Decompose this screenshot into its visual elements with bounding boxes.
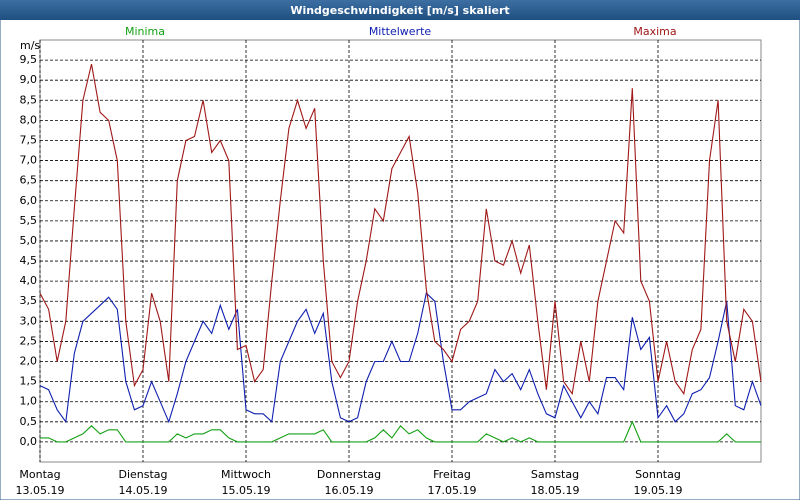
legend-entry: Minima xyxy=(125,25,165,38)
x-tick-date: 19.05.19 xyxy=(634,484,683,497)
y-tick-label: 6,0 xyxy=(20,194,38,207)
y-tick-label: 0,5 xyxy=(20,415,38,428)
y-tick-label: 4,0 xyxy=(20,274,38,287)
x-tick-label: Montag xyxy=(19,468,60,481)
x-tick-label: Donnerstag xyxy=(317,468,381,481)
x-tick-label: Samstag xyxy=(531,468,579,481)
y-tick-label: 5,5 xyxy=(20,214,38,227)
y-tick-label: 7,5 xyxy=(20,133,38,146)
x-tick-date: 16.05.19 xyxy=(325,484,374,497)
x-tick-date: 14.05.19 xyxy=(119,484,168,497)
x-tick-label: Dienstag xyxy=(118,468,167,481)
title-bar xyxy=(0,0,800,20)
plot-area xyxy=(39,39,762,463)
y-tick-label: 5,0 xyxy=(20,234,38,247)
data-line xyxy=(39,292,762,424)
y-tick-label: 3,5 xyxy=(20,294,38,307)
x-tick-date: 17.05.19 xyxy=(428,484,477,497)
y-axis-label: m/s xyxy=(20,39,40,52)
data-line xyxy=(39,63,762,396)
y-tick-label: 9,5 xyxy=(20,53,38,66)
x-tick-date: 13.05.19 xyxy=(16,484,65,497)
legend-entry: Mittelwerte xyxy=(369,25,432,38)
y-tick-label: 4,5 xyxy=(20,254,38,267)
y-tick-label: 2,0 xyxy=(20,355,38,368)
y-tick-label: 8,5 xyxy=(20,93,38,106)
y-tick-label: 3,0 xyxy=(20,314,38,327)
y-tick-label: 1,5 xyxy=(20,375,38,388)
y-tick-label: 6,5 xyxy=(20,174,38,187)
y-tick-label: 8,0 xyxy=(20,113,38,126)
x-tick-date: 18.05.19 xyxy=(531,484,580,497)
x-tick-label: Sonntag xyxy=(635,468,681,481)
y-tick-label: 7,0 xyxy=(20,154,38,167)
x-tick-label: Freitag xyxy=(433,468,471,481)
chart-title: Windgeschwindigkeit [m/s] skaliert xyxy=(290,4,509,17)
y-tick-label: 0,0 xyxy=(20,435,38,448)
y-tick-label: 9,0 xyxy=(20,73,38,86)
y-tick-label: 2,5 xyxy=(20,334,38,347)
legend-entry: Maxima xyxy=(633,25,676,38)
data-line xyxy=(40,420,761,443)
x-tick-label: Mittwoch xyxy=(221,468,271,481)
x-tick-date: 15.05.19 xyxy=(222,484,271,497)
y-tick-label: 1,0 xyxy=(20,395,38,408)
